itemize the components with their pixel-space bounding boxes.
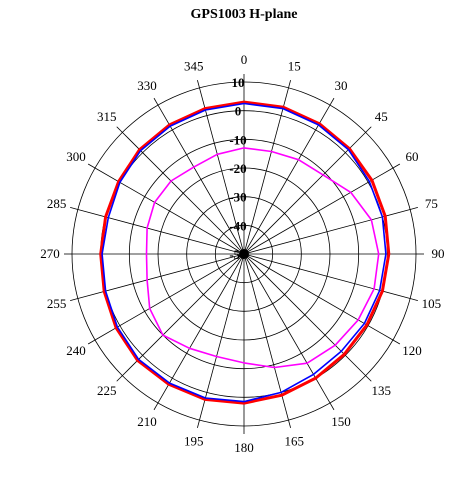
angle-tick-mark <box>329 97 335 106</box>
angle-tick-mark <box>392 163 401 169</box>
chart-title: GPS1003 H-plane <box>191 7 298 22</box>
angle-tick-label: 105 <box>422 296 442 311</box>
angle-tick-mark <box>197 80 200 88</box>
grid-spoke <box>157 253 245 404</box>
angle-tick-mark <box>365 126 372 133</box>
angle-tick-mark <box>365 375 372 382</box>
labels-layer: 0 15 30 45 60 75 90 105 120 135 150 165 180 195 210 225… <box>40 52 444 455</box>
angle-tick-label: 315 <box>97 109 117 124</box>
grid-spoke <box>199 87 245 255</box>
angle-tick-label: 195 <box>184 433 204 448</box>
center-dot <box>239 249 249 259</box>
angle-tick-label: 0 <box>241 52 248 67</box>
grid-spoke <box>243 87 289 255</box>
angle-tick-mark <box>410 298 418 301</box>
angle-tick-mark <box>87 163 96 169</box>
grid-spoke <box>157 104 245 255</box>
radial-tick-label: 0 <box>235 104 242 119</box>
angle-tick-mark <box>197 420 200 428</box>
series-line <box>145 147 380 369</box>
angle-tick-label: 75 <box>425 196 438 211</box>
angle-tick-label: 345 <box>184 59 204 74</box>
angle-tick-mark <box>116 126 123 133</box>
angle-tick-label: 270 <box>40 246 60 261</box>
angle-tick-label: 300 <box>66 149 86 164</box>
grid-spoke <box>243 167 394 255</box>
angle-tick-label: 90 <box>432 246 445 261</box>
grid-spoke <box>243 253 331 404</box>
grid-spoke <box>94 253 245 341</box>
angle-tick-mark <box>153 97 159 106</box>
angle-tick-label: 150 <box>331 414 351 429</box>
angle-tick-label: 135 <box>371 383 391 398</box>
series-line <box>101 102 387 403</box>
grid-spoke <box>122 132 245 255</box>
radial-tick-label: -40 <box>229 218 246 233</box>
angle-tick-mark <box>116 375 123 382</box>
angle-tick-label: 30 <box>335 78 348 93</box>
angle-tick-label: 330 <box>137 78 157 93</box>
angle-tick-mark <box>288 80 291 88</box>
grid-spoke <box>199 253 245 421</box>
angle-tick-label: 240 <box>66 343 86 358</box>
angle-tick-mark <box>392 339 401 345</box>
series-layer <box>99 100 391 405</box>
angle-tick-label: 120 <box>402 343 422 358</box>
angle-tick-label: 165 <box>284 433 304 448</box>
angle-tick-mark <box>410 207 418 210</box>
radial-tick-label: -20 <box>229 161 246 176</box>
grid-spoke <box>243 132 366 255</box>
grid-spoke <box>122 253 245 376</box>
radial-tick-label: 10 <box>232 75 245 90</box>
angle-tick-label: 60 <box>406 149 419 164</box>
angle-tick-mark <box>153 402 159 411</box>
grid-spoke <box>243 253 366 376</box>
grid-spoke <box>243 104 331 255</box>
series-line <box>99 100 391 405</box>
radial-tick-label: -10 <box>229 132 246 147</box>
angle-tick-label: 285 <box>47 196 67 211</box>
angle-tick-label: 15 <box>288 59 301 74</box>
angle-tick-label: 225 <box>97 383 117 398</box>
angle-tick-mark <box>87 339 96 345</box>
angle-tick-mark <box>288 420 291 428</box>
angle-tick-mark <box>70 298 78 301</box>
radial-tick-label: -30 <box>229 190 246 205</box>
angle-tick-mark <box>329 402 335 411</box>
angle-tick-label: 255 <box>47 296 67 311</box>
angle-tick-mark <box>70 207 78 210</box>
angle-tick-label: 45 <box>375 109 388 124</box>
angle-tick-label: 180 <box>234 440 254 455</box>
angle-tick-label: 210 <box>137 414 157 429</box>
